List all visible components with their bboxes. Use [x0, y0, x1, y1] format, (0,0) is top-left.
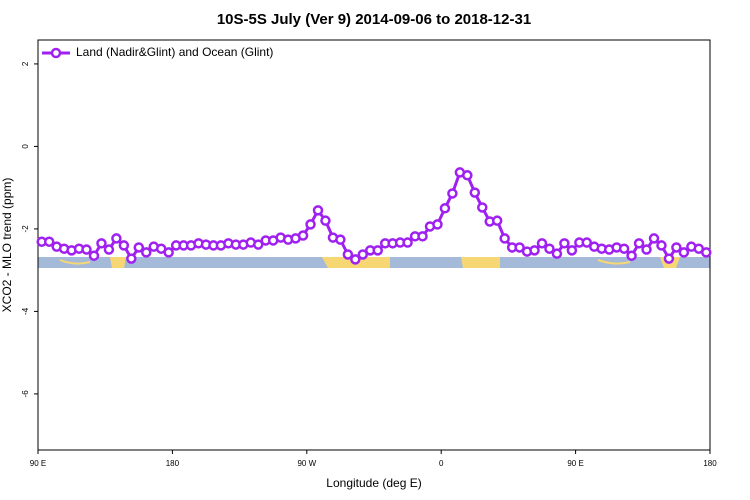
data-point	[566, 245, 578, 256]
data-point	[297, 230, 309, 241]
data-point	[701, 247, 712, 258]
data-point	[671, 242, 682, 253]
x-tick-label: 180	[166, 459, 180, 468]
data-point	[432, 219, 443, 230]
data-point	[133, 242, 145, 253]
data-point	[581, 237, 593, 248]
legend-marker	[50, 47, 62, 59]
data-point	[335, 234, 346, 245]
data-point	[491, 215, 503, 226]
data-point	[372, 245, 383, 256]
data-point	[663, 253, 675, 264]
x-tick-label: 180	[703, 459, 717, 468]
x-axis-label: Longitude (deg E)	[326, 476, 421, 490]
land-ocean-band	[38, 257, 710, 268]
y-tick-label: -2	[21, 225, 30, 233]
data-point	[417, 231, 428, 242]
data-point	[648, 233, 660, 244]
data-point	[402, 237, 413, 248]
data-point	[477, 202, 488, 213]
data-point	[462, 170, 473, 181]
data-point	[626, 250, 637, 261]
data-point	[529, 245, 540, 256]
data-point	[514, 242, 525, 253]
data-point	[633, 238, 645, 249]
data-point	[43, 236, 55, 247]
data-point	[163, 247, 174, 258]
legend-label: Land (Nadir&Glint) and Ocean (Glint)	[76, 45, 273, 59]
data-point	[618, 243, 630, 254]
data-point	[551, 248, 563, 259]
data-point	[342, 249, 354, 260]
data-point	[656, 240, 667, 251]
data-point	[536, 238, 548, 249]
data-point	[81, 244, 92, 255]
data-point	[88, 250, 100, 261]
y-tick-label: -6	[21, 390, 30, 398]
y-axis-label: XCO2 - MLO trend (ppm)	[0, 178, 14, 313]
data-point	[447, 188, 458, 199]
x-tick-label: 90 E	[30, 459, 46, 468]
data-point	[253, 239, 264, 250]
data-point	[103, 244, 115, 255]
data-point	[126, 253, 137, 264]
data-point	[559, 238, 570, 249]
data-point	[320, 215, 331, 226]
data-point	[439, 203, 451, 214]
data-point	[312, 205, 324, 216]
data-point	[350, 254, 361, 265]
data-point	[469, 187, 481, 198]
x-tick-label: 90 W	[297, 459, 316, 468]
y-tick-label: -4	[21, 307, 30, 315]
x-tick-label: 90 E	[567, 459, 583, 468]
data-point	[141, 247, 152, 258]
x-tick-label: 0	[439, 459, 444, 468]
data-point	[357, 249, 369, 260]
data-point	[641, 244, 652, 255]
data-point	[305, 219, 316, 230]
data-point	[96, 238, 107, 249]
data-point	[544, 243, 555, 254]
data-point	[678, 247, 690, 258]
data-point	[118, 240, 130, 251]
data-point	[499, 233, 510, 244]
chart-title: 10S-5S July (Ver 9) 2014-09-06 to 2018-1…	[217, 11, 531, 28]
y-tick-label: 2	[21, 61, 30, 66]
y-tick-label: 0	[21, 144, 30, 149]
data-point	[111, 233, 122, 244]
